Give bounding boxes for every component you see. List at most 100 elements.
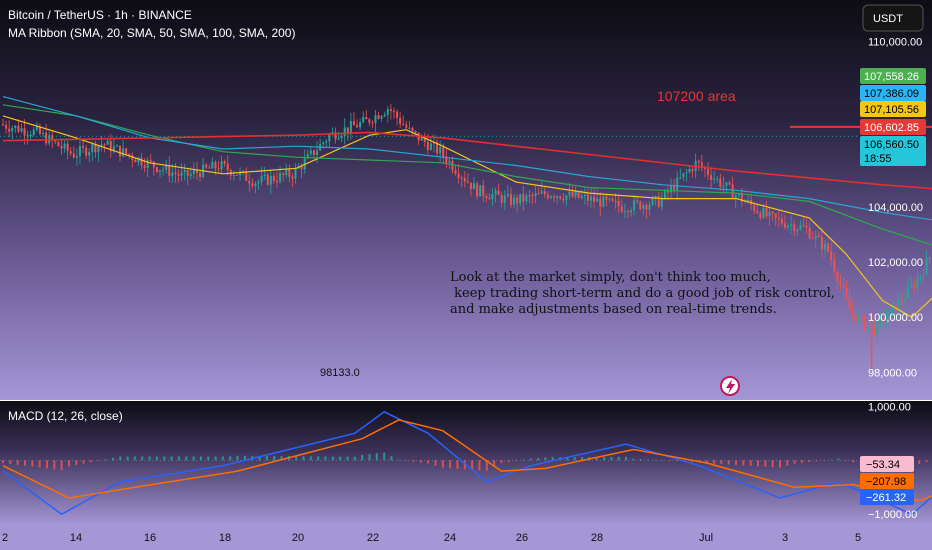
candle-body (269, 176, 272, 185)
candle-body (645, 205, 648, 210)
candle-body (663, 190, 666, 199)
candle-body (463, 178, 466, 182)
candle-body (97, 145, 100, 153)
candle-body (873, 327, 876, 335)
macd-hist-bar (177, 456, 180, 461)
currency-button[interactable] (862, 4, 924, 32)
macd-hist-bar (581, 457, 584, 461)
time-tick-label: 24 (444, 532, 456, 544)
macd-hist-bar (199, 456, 202, 461)
candle-body (149, 160, 152, 162)
candle-body (32, 129, 35, 135)
indicator-legend[interactable]: MA Ribbon (SMA, 20, SMA, 50, SMA, 100, S… (8, 26, 295, 40)
candle-body (11, 128, 14, 132)
candle-body (808, 227, 811, 239)
candle-body (392, 110, 395, 112)
candle-body (531, 195, 534, 197)
macd-hist-bar (339, 456, 342, 461)
macd-hist-bar (375, 453, 378, 461)
candle-body (466, 181, 469, 183)
candle-body (922, 274, 925, 276)
candle-body (796, 229, 799, 232)
candle-body (848, 297, 851, 310)
candle-body (325, 141, 328, 143)
candle-body (642, 205, 645, 209)
candle-body (405, 124, 408, 128)
candle-body (891, 305, 894, 310)
candle-body (137, 157, 140, 163)
candle-body (374, 115, 377, 124)
macd-hist-bar (295, 456, 298, 461)
macd-line-signal (2, 419, 932, 502)
candle-body (445, 156, 448, 163)
candle-body (309, 150, 312, 154)
candle-body (697, 160, 700, 163)
macd-hist-bar (148, 456, 151, 461)
candle-body (399, 117, 402, 124)
candle-body (159, 170, 162, 172)
candle-body (429, 143, 432, 150)
macd-hist-bar (383, 452, 386, 461)
candle-body (386, 109, 389, 115)
candle-body (205, 164, 208, 168)
candle-body (66, 143, 69, 152)
candle-body (211, 162, 214, 169)
candle-body (134, 159, 137, 163)
candle-body (706, 169, 709, 176)
candle-body (285, 169, 288, 175)
candle-body (146, 160, 149, 169)
candle-body (26, 135, 29, 137)
candle-body (423, 137, 426, 142)
candle-body (633, 200, 636, 211)
candle-body (20, 128, 23, 132)
candle-body (580, 196, 583, 198)
candle-body (75, 155, 78, 158)
candle-body (476, 183, 479, 197)
macd-hist-bar (221, 456, 224, 461)
low-label: 98133.0 (320, 367, 360, 379)
candle-body (777, 217, 780, 219)
candle-body (328, 134, 331, 142)
candle-body (783, 223, 786, 228)
candle-body (897, 299, 900, 312)
candle-body (888, 309, 891, 318)
candle-body (371, 122, 374, 124)
macd-hist-bar (478, 460, 481, 471)
price-tick-label: 100,000.00 (868, 312, 923, 324)
candle-body (747, 200, 750, 202)
macd-legend[interactable]: MACD (12, 26, close) (8, 409, 123, 423)
candle-body (682, 173, 685, 178)
candle-body (734, 195, 737, 199)
price-label-box (860, 136, 926, 166)
candle-body (586, 194, 589, 201)
candle-body (728, 182, 731, 185)
candle-body (214, 162, 217, 169)
candle-body (700, 162, 703, 168)
macd-label-box (860, 473, 914, 489)
macd-hist-bar (544, 457, 547, 461)
macd-hist-bar (185, 456, 188, 461)
macd-hist-bar (537, 457, 540, 461)
macd-hist-bar (243, 455, 246, 461)
symbol-title[interactable]: Bitcoin / TetherUS · 1h · BINANCE (8, 8, 192, 22)
candle-body (731, 184, 734, 199)
time-tick-label: 5 (855, 532, 861, 544)
comment-line-2: keep trading short-term and do a good jo… (450, 286, 835, 301)
candle-body (925, 258, 928, 275)
candle-body (753, 204, 756, 211)
candle-body (614, 200, 617, 202)
candle-body (195, 170, 198, 174)
macd-label-box (860, 489, 914, 505)
candle-body (823, 243, 826, 250)
macd-hist-bar (756, 460, 759, 467)
macd-hist-bar (720, 460, 723, 465)
macd-hist-bar (771, 460, 774, 468)
time-tick-label: 20 (292, 532, 304, 544)
macd-hist-bar (800, 460, 803, 463)
macd-line-macd (2, 410, 932, 516)
candle-body (685, 172, 688, 174)
candle-body (235, 174, 238, 176)
candle-body (316, 150, 319, 156)
candle-body (568, 191, 571, 196)
